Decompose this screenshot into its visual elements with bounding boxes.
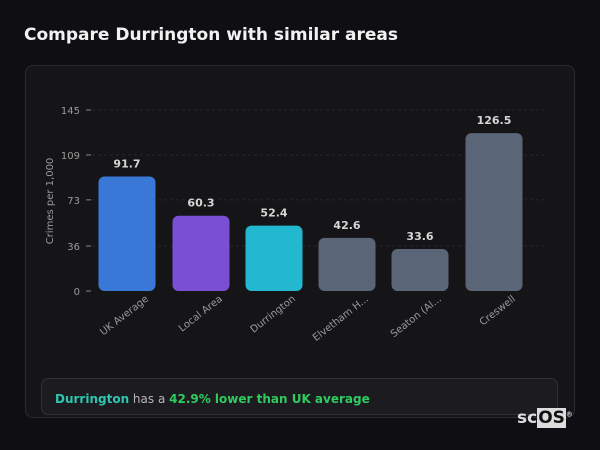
y-tick-label: 73 — [67, 196, 80, 207]
y-tick-label: 0 — [74, 287, 80, 298]
x-tick-label: Seaton (Al... — [389, 294, 444, 340]
data-label: 91.7 — [113, 158, 140, 171]
data-label: 42.6 — [333, 219, 360, 232]
bar — [391, 249, 449, 291]
logo-mark: ® — [565, 410, 573, 419]
summary-middle: has a — [129, 392, 170, 406]
bar — [98, 176, 156, 291]
page-title: Compare Durrington with similar areas — [24, 25, 398, 45]
x-tick-label: Local Area — [177, 294, 225, 335]
y-axis-label: Crimes per 1,000 — [45, 158, 56, 245]
bar — [245, 225, 303, 291]
x-tick-label: UK Average — [98, 294, 151, 338]
y-tick-label: 36 — [67, 242, 80, 253]
summary-box: Durrington has a 42.9% lower than UK ave… — [41, 378, 558, 415]
y-tick-label: 109 — [61, 151, 80, 162]
bar — [465, 133, 523, 291]
logo: scOS® — [517, 408, 573, 428]
data-label: 126.5 — [477, 114, 512, 127]
data-label: 52.4 — [260, 207, 287, 220]
logo-text-box: OS — [537, 408, 566, 428]
summary-result: 42.9% lower than UK average — [169, 392, 370, 406]
x-tick-label: Creswell — [478, 294, 518, 329]
x-tick-label: Elvetham H... — [311, 294, 371, 344]
data-label: 33.6 — [406, 230, 433, 243]
data-label: 60.3 — [187, 197, 214, 210]
y-tick-label: 145 — [61, 106, 80, 117]
logo-text: sc — [517, 408, 538, 428]
summary-area: Durrington — [55, 392, 130, 406]
x-tick-label: Durrington — [249, 294, 298, 336]
bar — [318, 237, 376, 291]
bar — [172, 215, 230, 291]
